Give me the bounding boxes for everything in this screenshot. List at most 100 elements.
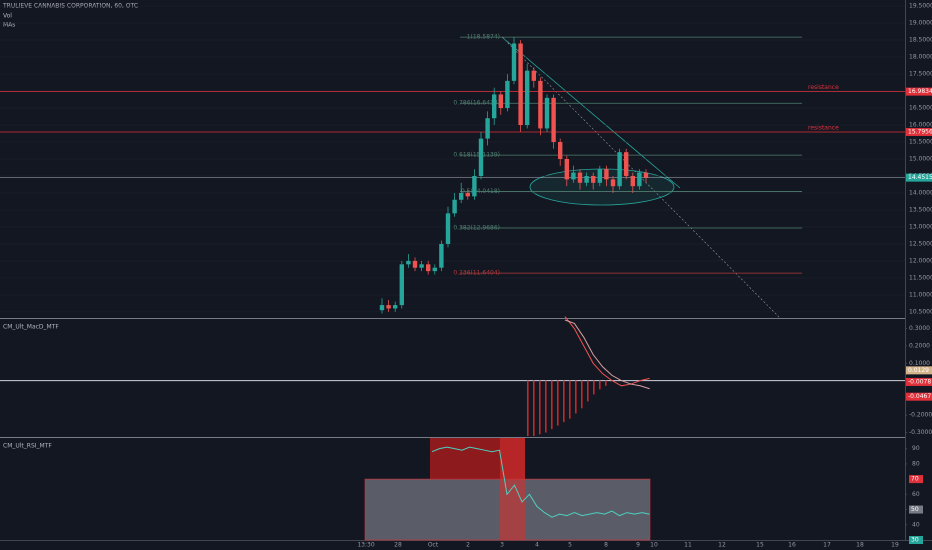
candle-body [564, 159, 569, 180]
rsi-tick-label: 40 [912, 521, 920, 528]
macd-badge [906, 377, 932, 386]
candle-body [610, 179, 616, 187]
time-tick-label: 8 [604, 542, 608, 549]
time-tick-label: 9 [636, 542, 640, 549]
macd-histogram-bar [545, 380, 547, 433]
price-tick-label: 18.5000 [909, 37, 932, 44]
candle-body [379, 305, 385, 311]
price-tick-label: 10.5000 [909, 308, 932, 315]
rsi-badge [909, 505, 923, 514]
candle-body [459, 192, 464, 200]
time-tick-label: 19 [891, 542, 899, 549]
price-tick-label: 13.5000 [909, 206, 932, 213]
time-tick-label: 13:30 [357, 542, 374, 549]
rsi-badge [909, 536, 923, 544]
rsi-badge-label: 30 [911, 537, 919, 544]
price-badge [906, 173, 932, 182]
time-tick-label: 2 [466, 542, 470, 549]
price-badge [906, 87, 932, 96]
candle-body [624, 152, 629, 176]
macd-histogram-bar [527, 380, 529, 436]
candle-body [525, 70, 530, 126]
candle-body [617, 152, 622, 187]
price-tick-label: 13.0000 [909, 223, 932, 230]
candle-body [432, 267, 437, 272]
macd-histogram-bar [599, 380, 601, 390]
macd-histogram-bar [533, 380, 535, 436]
price-tick-label: 15.0000 [909, 156, 932, 163]
fib-label: 0.236(11.6404) [453, 270, 500, 277]
macd-histogram-bar [551, 380, 553, 430]
candle-body [604, 169, 609, 180]
time-tick-label: 11 [684, 542, 692, 549]
candle-body [485, 118, 490, 139]
candle-body [445, 213, 451, 244]
price-tick-label: 12.0000 [909, 257, 932, 264]
candle-body [439, 243, 444, 268]
macd-histogram-bar [557, 380, 559, 426]
volume-label: Vol [3, 13, 12, 20]
candle-body [386, 305, 391, 309]
macd-line [564, 316, 650, 387]
resistance-label: resistance [808, 84, 839, 91]
candle-body [511, 43, 517, 81]
rsi-badge-label: 70 [911, 476, 919, 483]
indicator-name: CM_Ult_MacD_MTF [3, 324, 59, 331]
candle-body [452, 199, 457, 214]
candle-body [393, 305, 398, 309]
macd-histogram-bar [581, 380, 583, 409]
rsi-tick-label: 90 [912, 445, 920, 452]
price-badge [906, 127, 932, 136]
macd-badge [906, 366, 932, 375]
candle-body [399, 264, 404, 306]
candle-body [544, 97, 550, 129]
rsi-badge-label: 50 [911, 506, 919, 513]
price-tick-label: 14.0000 [909, 189, 932, 196]
candle-body [630, 175, 635, 187]
candle-body [584, 175, 589, 183]
time-tick-label: 4 [535, 542, 539, 549]
time-tick-label: 3 [500, 542, 504, 549]
resistance-label: resistance [808, 124, 839, 131]
candle-body [426, 264, 431, 272]
fib-label: 0.382(12.9686) [453, 225, 500, 232]
macd-tick-label: 0.3000 [909, 325, 930, 332]
time-tick-label: 28 [394, 542, 402, 549]
rsi-badge [909, 475, 923, 484]
fib-label: 0.786(16.6413) [453, 100, 500, 107]
candle-body [505, 80, 510, 109]
time-tick-label: 5 [568, 542, 572, 549]
time-tick-label: 17 [823, 542, 831, 549]
candle-body [643, 172, 649, 178]
time-tick-label: 12 [718, 542, 726, 549]
price-tick-label: 12.5000 [909, 240, 932, 247]
ma-label: MAs [3, 22, 15, 29]
candle-body [478, 138, 484, 176]
candle-body [492, 94, 497, 119]
price-badge-label: 14.4515 [908, 174, 932, 181]
rsi-line [431, 446, 650, 518]
candle-body [412, 260, 418, 268]
candle-body [498, 94, 503, 109]
candle-body [531, 70, 536, 81]
rsi-tick-label: 60 [912, 491, 920, 498]
price-tick-label: 19.5000 [909, 3, 932, 10]
macd-histogram-bar [605, 380, 607, 386]
macd-histogram-bar [563, 380, 565, 423]
time-tick-label: Oct [428, 542, 439, 549]
price-badge-label: 16.9834 [908, 88, 932, 95]
macd-tick-label: 0.2000 [909, 342, 930, 349]
macd-histogram-bar [593, 380, 595, 395]
macd-badge [906, 392, 932, 401]
candle-body [591, 175, 596, 183]
price-badge-label: 15.7956 [908, 128, 932, 135]
macd-tick-label: -0.2000 [909, 412, 932, 419]
rsi-highlight [500, 438, 525, 540]
price-tick-label: 19.0000 [909, 20, 932, 27]
candle-body [558, 142, 563, 159]
price-tick-label: 18.0000 [909, 54, 932, 61]
fib-label: 0.618(15.1139) [453, 152, 500, 159]
price-tick-label: 16.5000 [909, 105, 932, 112]
macd-tick-label: 0.1000 [909, 360, 930, 367]
macd-histogram-bar [587, 380, 589, 402]
